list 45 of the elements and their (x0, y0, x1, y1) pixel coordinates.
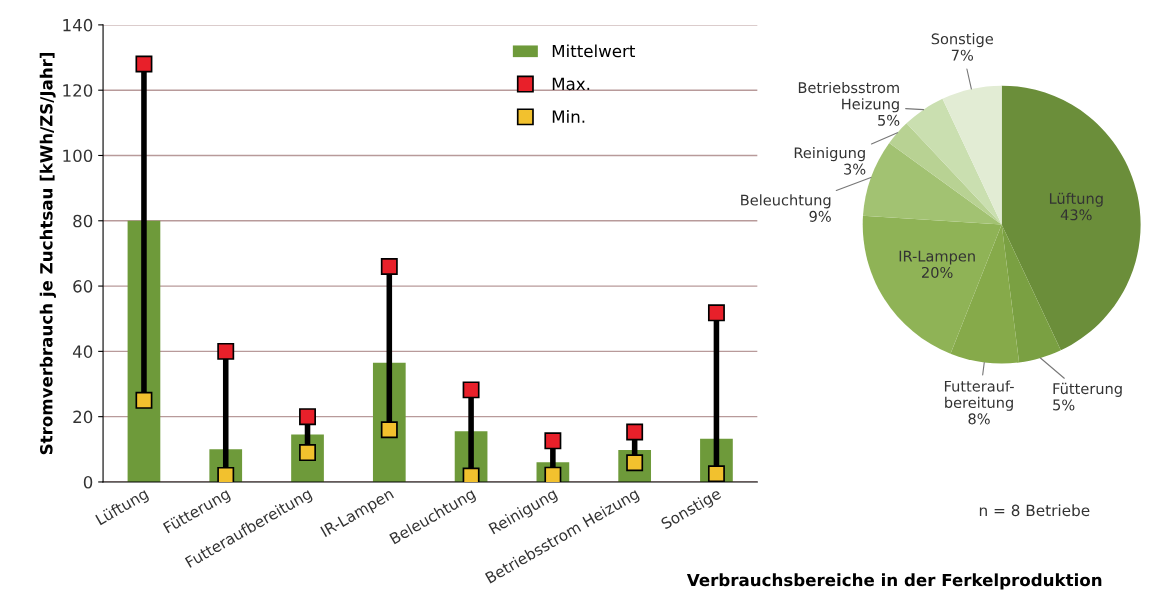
point (217, 342, 235, 360)
data-label: 9% (809, 210, 831, 222)
point (299, 408, 316, 426)
data-label: 7% (951, 49, 974, 61)
y-tick-label: 80 (73, 214, 93, 228)
pie-slice (906, 98, 1002, 225)
y-axis-title: Stromverbrauch je Zuchtsau [kWh/ZS/Jahr] (39, 52, 56, 455)
y-tick-label: 0 (83, 475, 93, 489)
pie-slice (1001, 85, 1141, 351)
data-label: 43% (1060, 209, 1092, 221)
point (462, 381, 480, 399)
y-tick-label: 60 (73, 280, 93, 293)
y-tick-label: 20 (73, 410, 93, 424)
data-label: 5% (878, 114, 900, 126)
legend-label: Min. (552, 110, 585, 123)
point (380, 421, 398, 439)
point (380, 258, 398, 275)
y-tick-label: 120 (63, 84, 93, 97)
y-tick-label: 100 (63, 149, 93, 163)
data-label: 3% (844, 163, 866, 175)
point (135, 391, 153, 409)
slice-label: Lüftung (1049, 192, 1103, 207)
point (462, 467, 480, 482)
slice-label: Betriebsstrom Heizung (798, 81, 899, 113)
legend-label: Mittelwert (552, 44, 636, 58)
point (707, 304, 725, 322)
x-axis-title: Verbrauchsbereiche in der Ferkelproduktion (686, 573, 1102, 590)
y-tick-label: 40 (72, 345, 93, 358)
slice-label: Beleuchtung (741, 194, 831, 209)
text: n = 8 Betriebe (979, 504, 1090, 517)
point (707, 465, 725, 482)
point (544, 432, 562, 450)
point (626, 423, 644, 441)
point (135, 55, 153, 73)
slice-label: Sonstige (931, 33, 993, 48)
pie-slice (942, 85, 1002, 225)
data-label: 5% (1053, 399, 1075, 411)
slice-label: Fütterung (1053, 382, 1122, 397)
data-label: 8% (968, 413, 990, 425)
slice-label: Futterauf- bereitung (944, 380, 1014, 411)
slice-label: IR-Lampen (899, 250, 975, 265)
slice-label: Reinigung (794, 147, 865, 162)
data-label: 20% (922, 266, 953, 278)
y-tick-label: 140 (63, 18, 93, 32)
legend-label: Max. (552, 77, 590, 91)
